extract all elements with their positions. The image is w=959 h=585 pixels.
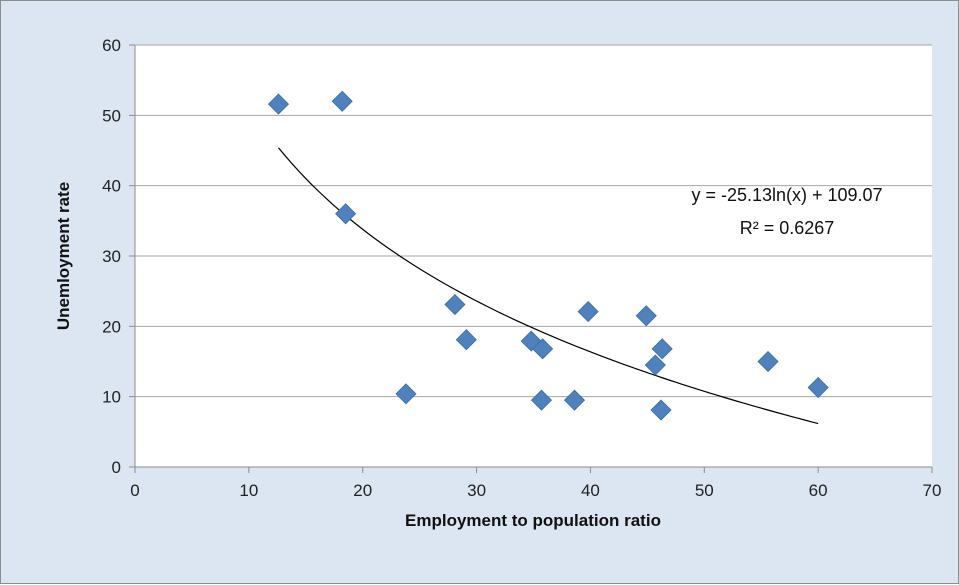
- data-point-14: [650, 399, 672, 421]
- x-tick-label-6: 60: [809, 481, 828, 500]
- x-tick-label-7: 70: [923, 481, 942, 500]
- data-point-8: [530, 389, 553, 411]
- data-point-4: [444, 293, 466, 316]
- axes: [129, 44, 933, 473]
- y-tick-label-1: 10: [102, 388, 121, 407]
- data-point-13: [651, 338, 673, 360]
- x-axis-title: Employment to population ratio: [405, 511, 661, 530]
- y-tick-label-6: 60: [102, 36, 121, 55]
- data-point-15: [757, 350, 779, 373]
- trendline: [277, 147, 819, 425]
- y-tick-label-0: 0: [112, 458, 121, 477]
- data-point-12: [644, 354, 666, 376]
- tick-labels: 0 10 20 30 40 50 60 70 0 10 20 30 40 50 60: [102, 36, 941, 500]
- data-point-2: [335, 203, 357, 225]
- data-point-3: [395, 383, 417, 405]
- trendline-r-squared: R² = 0.6267: [740, 218, 835, 238]
- data-point-16: [807, 376, 829, 399]
- y-tick-label-2: 20: [102, 317, 121, 336]
- data-point-11: [635, 305, 657, 327]
- data-point-9: [563, 389, 586, 411]
- trendline-group: [277, 147, 819, 425]
- y-tick-label-3: 30: [102, 247, 121, 266]
- data-point-5: [455, 329, 477, 351]
- data-point-1: [331, 90, 353, 112]
- x-tick-label-3: 30: [467, 481, 486, 500]
- y-tick-label-5: 50: [102, 106, 121, 125]
- y-tick-label-4: 40: [102, 177, 121, 196]
- data-points: [267, 90, 829, 421]
- x-tick-label-1: 10: [239, 481, 258, 500]
- y-axis-title: Unemloyment rate: [54, 182, 73, 330]
- x-tick-label-2: 20: [353, 481, 372, 500]
- gridlines: [135, 44, 932, 398]
- data-point-7: [532, 338, 554, 360]
- trendline-equation: y = -25.13ln(x) + 109.07: [691, 185, 882, 205]
- data-point-10: [577, 300, 599, 323]
- x-tick-label-5: 50: [695, 481, 714, 500]
- x-tick-label-0: 0: [130, 481, 139, 500]
- x-tick-label-4: 40: [581, 481, 600, 500]
- data-point-0: [267, 93, 290, 115]
